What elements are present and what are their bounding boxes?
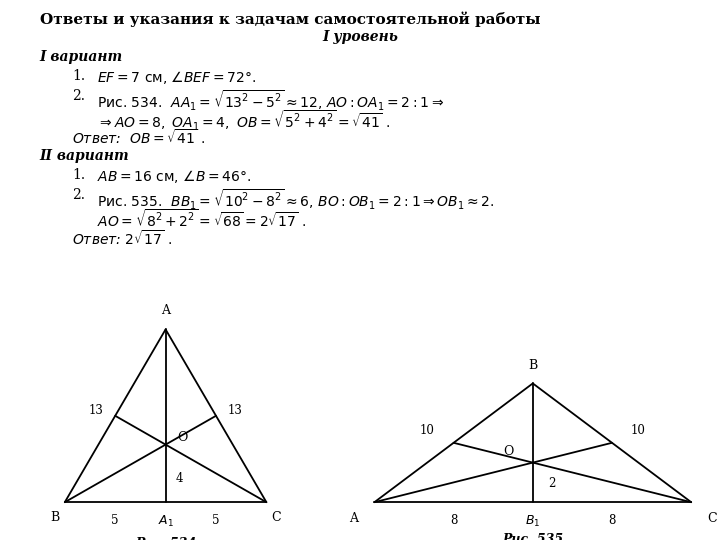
Text: II вариант: II вариант <box>40 149 129 163</box>
Text: Рис. 534: Рис. 534 <box>135 537 196 540</box>
Text: $B_1$: $B_1$ <box>525 514 541 529</box>
Text: O: O <box>178 431 188 444</box>
Text: Рис. 535: Рис. 535 <box>503 533 563 540</box>
Text: Ответы и указания к задачам самостоятельной работы: Ответы и указания к задачам самостоятель… <box>40 12 540 28</box>
Text: Ответ:  $OB = \sqrt{41}\ .$: Ответ: $OB = \sqrt{41}\ .$ <box>72 129 205 147</box>
Text: B: B <box>528 359 537 372</box>
Text: A: A <box>161 305 170 318</box>
Text: 2.: 2. <box>72 89 85 103</box>
Text: $AO = \sqrt{8^2+2^2} = \sqrt{68} = 2\sqrt{17}\ .$: $AO = \sqrt{8^2+2^2} = \sqrt{68} = 2\sqr… <box>97 208 306 231</box>
Text: Рис. 534.  $AA_1 = \sqrt{13^2-5^2} \approx 12$, $AO:OA_1 = 2:1 \Rightarrow$: Рис. 534. $AA_1 = \sqrt{13^2-5^2} \appro… <box>97 89 444 113</box>
Text: $\Rightarrow AO = 8,\ OA_1 = 4,\ OB = \sqrt{5^2+4^2} = \sqrt{41}\ .$: $\Rightarrow AO = 8,\ OA_1 = 4,\ OB = \s… <box>97 109 390 133</box>
Text: I уровень: I уровень <box>322 30 398 44</box>
Text: 5: 5 <box>212 514 220 527</box>
Text: $A_1$: $A_1$ <box>158 514 174 529</box>
Text: 13: 13 <box>228 404 243 417</box>
Text: Рис. 535.  $BB_1 = \sqrt{10^2-8^2} \approx 6$, $BO:OB_1 = 2:1 \Rightarrow OB_1 \: Рис. 535. $BB_1 = \sqrt{10^2-8^2} \appro… <box>97 188 495 212</box>
Text: O: O <box>503 444 514 457</box>
Text: 10: 10 <box>420 424 435 437</box>
Text: 10: 10 <box>631 424 646 437</box>
Text: $AB = 16$ см, $\angle B = 46°$.: $AB = 16$ см, $\angle B = 46°$. <box>97 168 251 185</box>
Text: 5: 5 <box>112 514 119 527</box>
Text: $EF = 7$ см, $\angle BEF = 72°$.: $EF = 7$ см, $\angle BEF = 72°$. <box>97 69 256 86</box>
Text: A: A <box>350 512 359 525</box>
Text: 13: 13 <box>89 404 103 417</box>
Text: 2: 2 <box>549 477 556 490</box>
Text: 2.: 2. <box>72 188 85 202</box>
Text: Ответ: $2\sqrt{17}\ .$: Ответ: $2\sqrt{17}\ .$ <box>72 229 172 248</box>
Text: 4: 4 <box>176 471 183 484</box>
Text: 8: 8 <box>608 514 616 527</box>
Text: 1.: 1. <box>72 69 85 83</box>
Text: 1.: 1. <box>72 168 85 183</box>
Text: B: B <box>50 511 60 524</box>
Text: C: C <box>271 511 281 524</box>
Text: C: C <box>707 512 716 525</box>
Text: 8: 8 <box>450 514 457 527</box>
Text: I вариант: I вариант <box>40 50 122 64</box>
